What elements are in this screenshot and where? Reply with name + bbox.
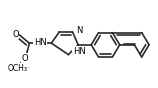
Text: O: O: [22, 54, 29, 63]
Text: N: N: [77, 26, 83, 35]
Text: —: —: [22, 65, 29, 71]
Text: OCH₃: OCH₃: [8, 64, 28, 73]
Text: HN: HN: [73, 46, 85, 56]
Text: O: O: [12, 30, 19, 39]
Text: HN: HN: [34, 38, 46, 47]
Text: O: O: [14, 63, 21, 72]
